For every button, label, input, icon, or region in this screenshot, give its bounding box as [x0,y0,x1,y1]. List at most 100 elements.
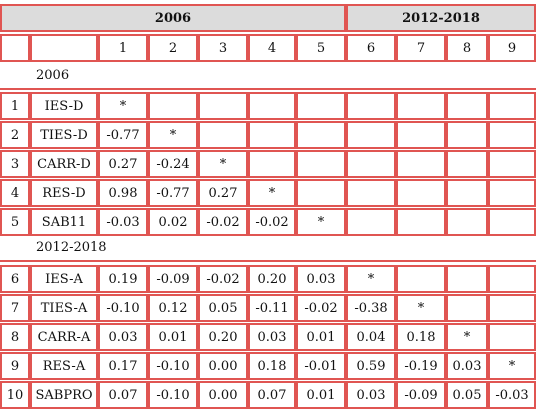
table-cell: 0.05 [446,381,488,409]
row-number: 10 [0,381,30,409]
section-label-2006: 2006 [36,68,70,83]
table-cell: 0.17 [98,352,148,380]
table-cell: 0.02 [148,208,198,236]
table-cell [198,121,248,149]
table-cell [396,150,446,178]
table-cell [446,92,488,120]
table-cell: 0.00 [198,381,248,409]
table-cell [346,121,396,149]
table-cell: -0.01 [296,352,346,380]
table-cell: -0.03 [98,208,148,236]
table-cell: 0.03 [296,265,346,293]
table-cell [488,323,536,351]
table-cell: 0.20 [198,323,248,351]
table-cell: -0.09 [148,265,198,293]
table-cell [446,179,488,207]
table-cell [346,150,396,178]
table-cell: 0.01 [296,381,346,409]
table-cell: * [396,294,446,322]
table-cell: * [488,352,536,380]
table-cell: 0.00 [198,352,248,380]
row-label: RES-D [30,179,98,207]
row-number: 2 [0,121,30,149]
row-label: IES-A [30,265,98,293]
table-cell [446,150,488,178]
col-number: 1 [98,34,148,62]
section-divider [0,88,536,90]
row-number: 5 [0,208,30,236]
table-cell: 0.04 [346,323,396,351]
table-cell: -0.77 [98,121,148,149]
table-cell: * [198,150,248,178]
table-cell: 0.27 [98,150,148,178]
row-label: SABPRO [30,381,98,409]
table-cell: 0.03 [248,323,296,351]
col-number: 9 [488,34,536,62]
table-cell: -0.11 [248,294,296,322]
table-cell: 0.03 [98,323,148,351]
row-number: 3 [0,150,30,178]
table-cell [248,121,296,149]
table-cell: 0.18 [248,352,296,380]
row-number: 6 [0,265,30,293]
col-number-blank-a [0,34,30,62]
row-number: 8 [0,323,30,351]
table-cell [488,92,536,120]
table-cell: -0.02 [248,208,296,236]
row-number: 9 [0,352,30,380]
table-cell: 0.01 [148,323,198,351]
table-cell: * [446,323,488,351]
table-cell: 0.18 [396,323,446,351]
table-cell [488,265,536,293]
table-cell: 0.98 [98,179,148,207]
table-cell: 0.59 [346,352,396,380]
table-cell [198,92,248,120]
col-number: 4 [248,34,296,62]
row-number: 1 [0,92,30,120]
table-cell: 0.07 [98,381,148,409]
table-cell: * [296,208,346,236]
table-cell: -0.02 [198,208,248,236]
row-number: 4 [0,179,30,207]
table-cell: -0.09 [396,381,446,409]
col-number: 3 [198,34,248,62]
table-cell: -0.03 [488,381,536,409]
table-cell [488,150,536,178]
table-cell [396,121,446,149]
table-cell: 0.19 [98,265,148,293]
col-number: 2 [148,34,198,62]
header-period-2012-2018: 2012-2018 [346,4,536,32]
row-label: TIES-A [30,294,98,322]
table-cell [296,150,346,178]
table-cell: 0.01 [296,323,346,351]
table-cell [488,294,536,322]
table-cell [346,92,396,120]
table-cell: -0.10 [148,381,198,409]
table-cell: -0.24 [148,150,198,178]
table-cell: 0.27 [198,179,248,207]
table-cell [396,179,446,207]
table-cell [488,179,536,207]
table-cell [446,265,488,293]
table-cell: 0.03 [346,381,396,409]
col-number: 8 [446,34,488,62]
table-cell [396,208,446,236]
table-cell [346,208,396,236]
table-cell [446,208,488,236]
table-cell [488,121,536,149]
section-divider [0,260,536,262]
table-cell: * [148,121,198,149]
table-cell: -0.10 [98,294,148,322]
table-cell [248,150,296,178]
table-cell: * [98,92,148,120]
col-number: 5 [296,34,346,62]
table-cell [446,294,488,322]
table-cell [396,92,446,120]
table-cell: -0.77 [148,179,198,207]
row-label: IES-D [30,92,98,120]
table-cell: -0.38 [346,294,396,322]
row-label: CARR-A [30,323,98,351]
table-cell [248,92,296,120]
table-cell: * [248,179,296,207]
table-cell: 0.12 [148,294,198,322]
